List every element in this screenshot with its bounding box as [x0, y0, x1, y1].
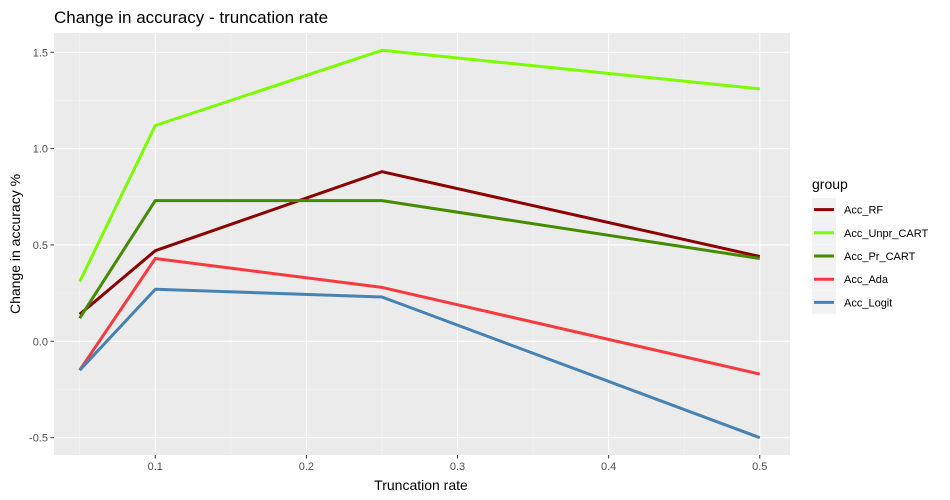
x-axis-ticks: 0.1 0.2 0.3 0.4 0.5 — [148, 455, 767, 473]
legend-label: Acc_Ada — [844, 274, 889, 286]
y-tick-label: 0.5 — [33, 240, 48, 252]
series-layer — [78, 48, 761, 440]
x-tick-label: 0.5 — [752, 461, 767, 473]
series-line-acc-unpr-cart — [78, 48, 760, 283]
legend-label: Acc_Pr_CART — [844, 251, 916, 263]
x-axis-title: Truncation rate — [374, 477, 468, 493]
legend-label: Acc_Unpr_CART — [844, 228, 928, 240]
series-line-acc-rf — [78, 170, 761, 316]
grid-minor — [54, 33, 790, 455]
legend: group Acc_RF Acc_Unpr_CART Acc_Pr_CART Acc_… — [812, 176, 928, 314]
grid-major — [54, 33, 790, 455]
y-tick-label: -0.5 — [29, 433, 48, 445]
series-line-acc-pr-cart — [78, 199, 761, 320]
legend-label: Acc_RF — [844, 205, 883, 217]
legend-label: Acc_Logit — [844, 297, 892, 309]
y-tick-label: 1.0 — [33, 144, 48, 156]
x-tick-label: 0.3 — [450, 461, 465, 473]
y-tick-label: 1.5 — [33, 47, 48, 59]
y-axis-ticks: -0.5 0.0 0.5 1.0 1.5 — [29, 47, 54, 445]
legend-title: group — [812, 176, 848, 192]
y-axis-title: Change in accuracy % — [7, 174, 23, 314]
x-tick-label: 0.4 — [601, 461, 616, 473]
y-tick-label: 0.0 — [33, 336, 48, 348]
series-line-acc-ada — [78, 257, 761, 376]
series-line-acc-logit — [78, 287, 761, 440]
x-tick-label: 0.2 — [299, 461, 314, 473]
chart-title: Change in accuracy - truncation rate — [54, 8, 328, 27]
x-tick-label: 0.1 — [148, 461, 163, 473]
plot-panel — [54, 33, 790, 455]
